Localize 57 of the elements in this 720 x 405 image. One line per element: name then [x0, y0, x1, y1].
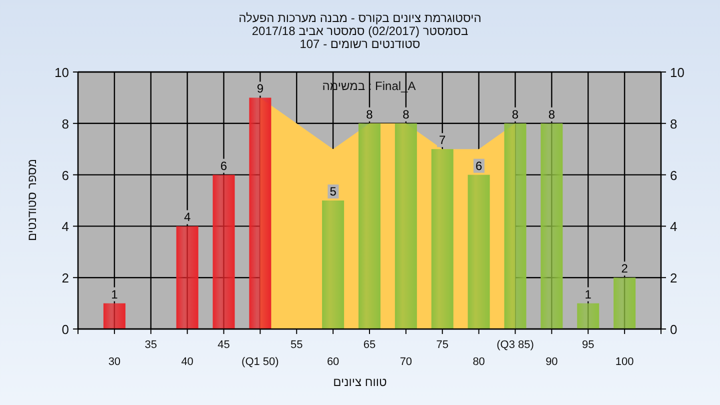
y-axis-title: מספר סטודנטים — [25, 158, 39, 242]
data-label: 7 — [439, 133, 446, 148]
x-axis-title: טווח ציונים — [333, 375, 388, 389]
y-tick-label: 10 — [54, 65, 69, 80]
bar — [540, 123, 563, 329]
y-tick-label: 0 — [62, 322, 69, 337]
bar — [103, 303, 126, 329]
x-tick-label: 65 — [363, 339, 376, 351]
x-tick-label: 30 — [108, 356, 121, 368]
bar — [614, 278, 636, 329]
data-label: 8 — [548, 107, 556, 122]
y-tick-label: 4 — [62, 219, 69, 234]
y-tick-label: 6 — [62, 168, 69, 183]
y2-tick-label: 4 — [670, 219, 678, 234]
x-tick-label: 75 — [436, 339, 448, 351]
bar — [504, 123, 526, 329]
bar — [577, 303, 600, 329]
data-label: 9 — [256, 82, 264, 96]
data-label: 6 — [475, 158, 482, 173]
y2-tick-label: 0 — [670, 322, 678, 337]
y-tick-label: 8 — [62, 116, 69, 132]
bar — [358, 123, 380, 329]
data-label: 1 — [584, 287, 592, 302]
x-tick-label: 90 — [546, 356, 558, 368]
data-label: 5 — [330, 184, 337, 198]
data-label: 8 — [402, 107, 410, 122]
bar — [212, 174, 235, 329]
y2-tick-label: 2 — [670, 270, 678, 286]
data-label: 8 — [512, 107, 519, 122]
y2-tick-label: 6 — [670, 168, 678, 183]
x-tick-label: 95 — [582, 339, 594, 351]
bar — [322, 200, 344, 329]
y-tick-label: 2 — [62, 270, 69, 286]
bar — [249, 98, 272, 329]
data-label: 2 — [621, 262, 628, 276]
x-tick-label: (Q3 85) — [496, 339, 534, 351]
x-tick-label: (Q1 50) — [242, 356, 279, 368]
bar — [468, 174, 490, 329]
data-label: 1 — [111, 287, 118, 302]
y2-tick-label: 10 — [670, 65, 684, 80]
y2-tick-label: 8 — [670, 116, 678, 132]
x-tick-label: 100 — [615, 356, 634, 368]
x-tick-label: 70 — [400, 356, 412, 368]
bar — [176, 226, 198, 329]
x-tick-label: 35 — [144, 339, 157, 351]
bar — [394, 123, 417, 329]
x-tick-label: 80 — [472, 356, 485, 368]
bar — [431, 149, 454, 329]
data-label: 8 — [366, 107, 374, 122]
chart-title: היסטוגרמת ציונים בקורס - מבנה מערכות הפעלה — [238, 11, 482, 25]
x-tick-label: 55 — [290, 339, 303, 351]
x-tick-label: 40 — [181, 356, 194, 368]
data-label: 4 — [184, 210, 191, 224]
x-tick-label: 45 — [218, 339, 230, 351]
chart-subtitle: בסמסטר (02/2017) סמסטר אביב 2017/18 סטודנטים רשומים - 107 — [252, 24, 468, 51]
x-tick-label: 60 — [326, 356, 340, 368]
data-label: 6 — [220, 158, 228, 173]
